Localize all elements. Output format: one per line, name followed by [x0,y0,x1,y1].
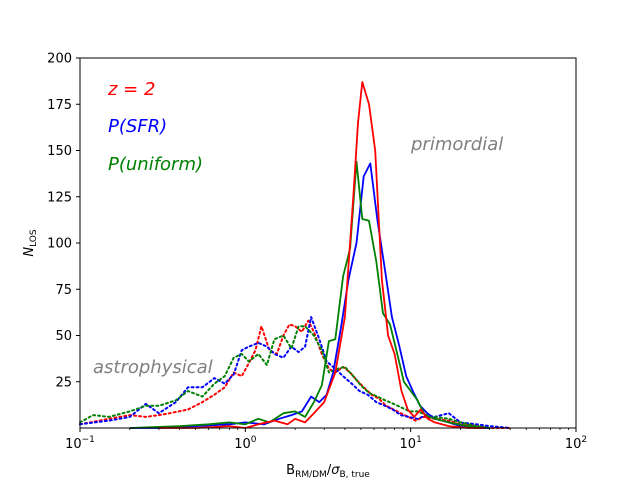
x-label-slash: / [327,463,332,478]
x-label-denom-sub: B, true [339,470,370,480]
legend-entry-p-uniform: P(uniform) [108,154,203,175]
x-label-main-sub: RM/DM [295,470,327,480]
y-tick-label: 150 [47,144,72,159]
y-label-main: N [22,247,37,257]
series-line-primordial-z-2 [158,81,485,429]
x-tick-label: 10−1 [65,435,95,452]
series-line-astrophysical-p-uniform- [79,325,491,429]
x-tick-label: 101 [400,435,422,452]
plot-area [79,81,512,429]
y-tick-label: 200 [47,52,72,67]
series-line-astrophysical-z-2 [79,319,512,429]
y-tick-label: 75 [55,283,72,298]
x-axis-label: BRM/DM/σB, true [286,463,370,480]
x-tick-label: 100 [234,435,257,452]
legend: z = 2 P(SFR) P(uniform) [107,79,203,175]
annotation-primordial: primordial [410,134,503,155]
y-tick-label: 50 [55,329,72,344]
x-label-main: B [286,463,295,478]
y-label-sub: LOS [29,229,39,247]
x-tick-label: 102 [565,435,587,452]
x-label-denom: σ [331,463,340,478]
legend-entry-p-sfr: P(SFR) [108,116,167,137]
y-axis-label: NLOS [22,229,39,257]
y-tick-label: 100 [47,237,72,252]
y-tick-label: 25 [55,375,72,390]
series-line-primordial-p-sfr- [129,162,490,429]
y-tick-label: 175 [47,98,72,113]
annotation-astrophysical: astrophysical [93,357,213,378]
axis-ticks: 25 50 75 100 125 150 175 200 10−1 100 101 102 [47,52,587,453]
legend-entry-z2: z = 2 [107,79,155,100]
y-tick-label: 125 [47,190,72,205]
series-line-astrophysical-p-sfr- [79,316,512,429]
